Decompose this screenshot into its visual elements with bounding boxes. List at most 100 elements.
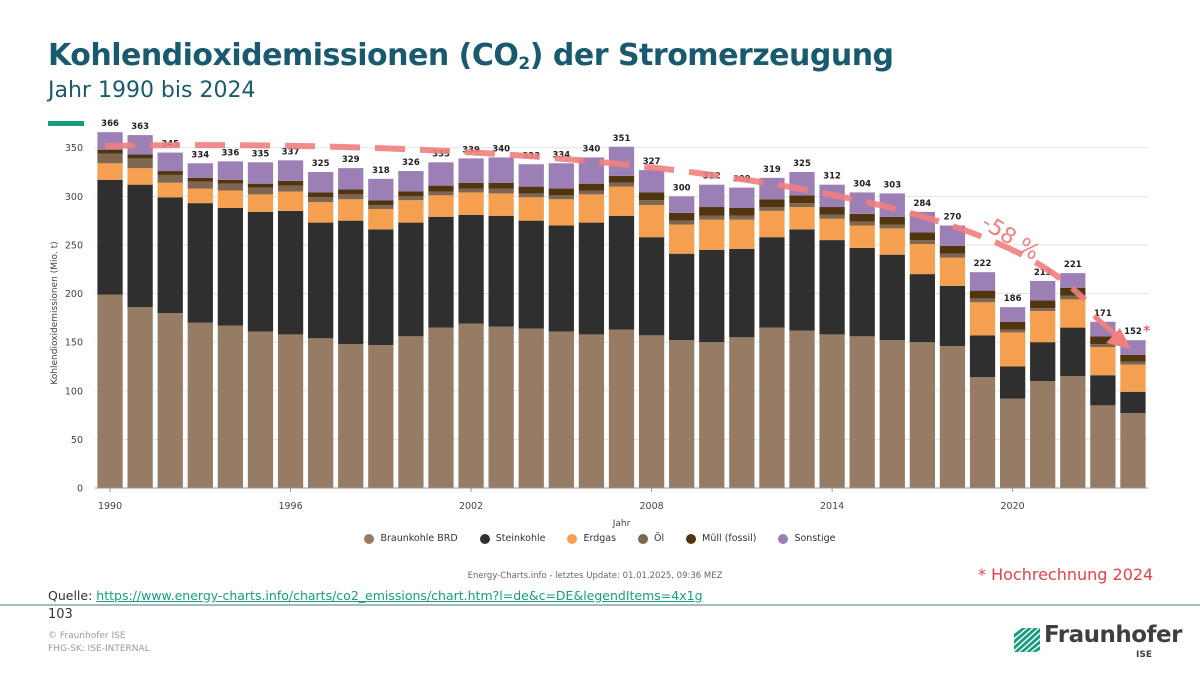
bar-segment (187, 181, 213, 189)
bar-segment (127, 184, 153, 308)
bar-segment (1120, 413, 1146, 488)
bar-total-label: 351 (613, 134, 631, 144)
bar-segment (1030, 342, 1056, 382)
bar-total-label: 270 (944, 213, 962, 223)
bar-segment (398, 191, 424, 197)
bar-segment (1090, 375, 1116, 406)
bar-segment (368, 205, 394, 209)
bar-segment (939, 257, 966, 286)
logo-sub: ISE (1136, 650, 1152, 660)
bar-segment (879, 228, 905, 255)
bar-segment (909, 240, 935, 244)
bar-segment (879, 340, 905, 488)
bar-segment (1030, 308, 1056, 312)
fraunhofer-logo: Fraunhofer ISE (1014, 622, 1182, 666)
bar-segment (277, 210, 304, 335)
bar-segment (398, 336, 424, 488)
bar-segment (458, 214, 484, 324)
bar-segment (729, 208, 755, 216)
bar-total-label: 327 (643, 157, 661, 167)
legend-item[interactable]: Steinkohle (479, 533, 545, 544)
bar-segment (819, 334, 845, 488)
bar-segment (1120, 391, 1146, 414)
bar-total-label: 334 (552, 150, 570, 160)
bar-segment (939, 253, 966, 258)
bar-segment (458, 192, 484, 215)
bar-total-label: 329 (342, 155, 360, 165)
footer-divider (0, 604, 1200, 606)
legend-swatch (479, 533, 490, 544)
bar-segment (999, 321, 1026, 330)
bar-segment (1120, 361, 1146, 365)
bar-segment (127, 135, 153, 155)
bar-segment (909, 243, 935, 275)
bar-segment (548, 199, 574, 226)
legend-label: Müll (fossil) (702, 533, 757, 544)
legend-label: Öl (654, 533, 665, 544)
x-axis-label: Jahr (612, 519, 631, 529)
bar-segment (488, 157, 514, 183)
bar-segment (97, 294, 123, 488)
bar-segment (608, 175, 635, 183)
bar-total-label: 303 (883, 180, 901, 190)
bar-segment (849, 336, 875, 488)
legend-item[interactable]: Müll (fossil) (686, 533, 756, 544)
bar-segment (759, 177, 785, 200)
legend-item[interactable]: Öl (638, 533, 664, 544)
bar-segment (638, 200, 665, 206)
y-tick-label: 150 (65, 338, 83, 349)
bar-total-label: 334 (191, 150, 209, 160)
legend-item[interactable]: Sonstige (778, 533, 836, 544)
bar-segment (759, 327, 785, 488)
legend-swatch (686, 533, 697, 544)
bar-segment (638, 192, 665, 201)
bar-segment (518, 328, 544, 488)
bar-segment (1090, 336, 1116, 345)
bars (97, 132, 1146, 488)
bar-segment (548, 195, 574, 200)
accent-bar (48, 121, 84, 126)
bar-segment (308, 192, 334, 198)
bar-segment (157, 182, 183, 198)
legend-item[interactable]: Erdgas (567, 533, 616, 544)
bar-segment (819, 214, 845, 219)
bar-total-label: 222 (974, 259, 992, 269)
bar-segment (789, 207, 815, 230)
bar-segment (247, 187, 274, 195)
bar-segment (398, 222, 424, 337)
bar-segment (969, 377, 996, 488)
bar-total-label: 337 (282, 147, 300, 157)
bar-segment (247, 162, 274, 184)
source-link[interactable]: https://www.energy-charts.info/charts/co… (96, 588, 703, 603)
bar-segment (398, 196, 424, 201)
bar-segment (308, 202, 334, 223)
axes: 0 50 100 150 200 250 300 350 Kohlendioxidemissio… (50, 143, 1148, 529)
source-line: Quelle: https://www.energy-charts.info/c… (48, 588, 703, 603)
bar-segment (488, 182, 514, 189)
bar-segment (518, 193, 544, 198)
bar-total-label: 171 (1094, 309, 1112, 319)
bar-segment (338, 220, 364, 345)
bar-segment (428, 195, 454, 217)
bar-segment (849, 213, 875, 222)
bar-segment (548, 225, 574, 332)
bar-segment (247, 183, 274, 188)
source-label: Quelle: (48, 588, 93, 603)
bar-segment (97, 153, 123, 164)
bar-segment (398, 171, 424, 192)
bar-total-label: 319 (763, 165, 781, 175)
bar-segment (368, 345, 394, 488)
bar-total-label: 213 (1034, 268, 1052, 278)
bar-segment (759, 210, 785, 238)
x-tick-label: 2020 (1001, 501, 1025, 512)
bar-total-label: 363 (131, 122, 149, 132)
bar-segment (789, 330, 815, 488)
bar-segment (1060, 376, 1086, 488)
bar-segment (849, 247, 875, 337)
bar-segment (338, 344, 364, 488)
legend-item[interactable]: Braunkohle BRD (364, 533, 458, 544)
bar-segment (1060, 327, 1086, 377)
bar-segment (969, 272, 996, 291)
bar-segment (308, 338, 334, 488)
bar-segment (518, 197, 544, 221)
